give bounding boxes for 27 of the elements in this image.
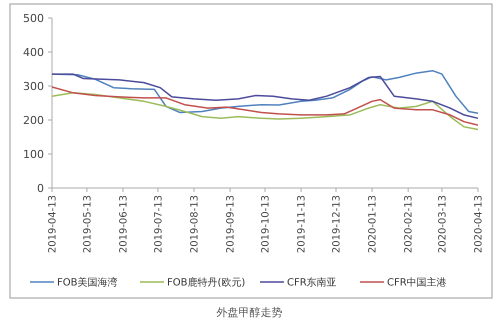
legend-label: FOB鹿特丹(欧元) (167, 276, 246, 288)
line-series (51, 86, 479, 126)
line-series (51, 92, 479, 130)
y-tick-label: 0 (37, 182, 44, 195)
x-tick-label: 2020-03-13 (437, 195, 448, 254)
x-tick-label: 2020-02-13 (404, 195, 415, 254)
x-tick-label: 2019-10-13 (260, 195, 272, 254)
x-tick-label: 2019-12-13 (332, 195, 342, 254)
y-tick-label: 200 (23, 114, 44, 127)
x-tick-label: 2019-06-13 (118, 195, 130, 254)
y-tick-label: 500 (23, 12, 44, 25)
x-tick-label: 2019-07-13 (153, 195, 164, 254)
y-tick-label: 100 (23, 148, 44, 161)
y-tick-label: 300 (23, 80, 44, 93)
y-tick-label: 400 (23, 46, 44, 59)
x-tick-label: 2019-04-13 (48, 195, 58, 254)
legend-label: CFR中国主港 (387, 276, 447, 288)
x-tick-label: 2019-11-13 (296, 195, 308, 254)
x-tick-label: 2019-09-13 (226, 195, 237, 254)
line-series (51, 73, 479, 120)
text: 外盘甲醇走势 (216, 306, 282, 319)
legend-label: FOB美国海湾 (57, 276, 118, 288)
x-tick-label: 2020-04-13 (474, 195, 484, 254)
legend-label: CFR东南亚 (287, 276, 337, 288)
x-tick-label: 2020-01-13 (368, 195, 379, 254)
x-tick-label: 2019-05-13 (82, 195, 94, 254)
x-tick-label: 2019-08-13 (190, 195, 200, 254)
